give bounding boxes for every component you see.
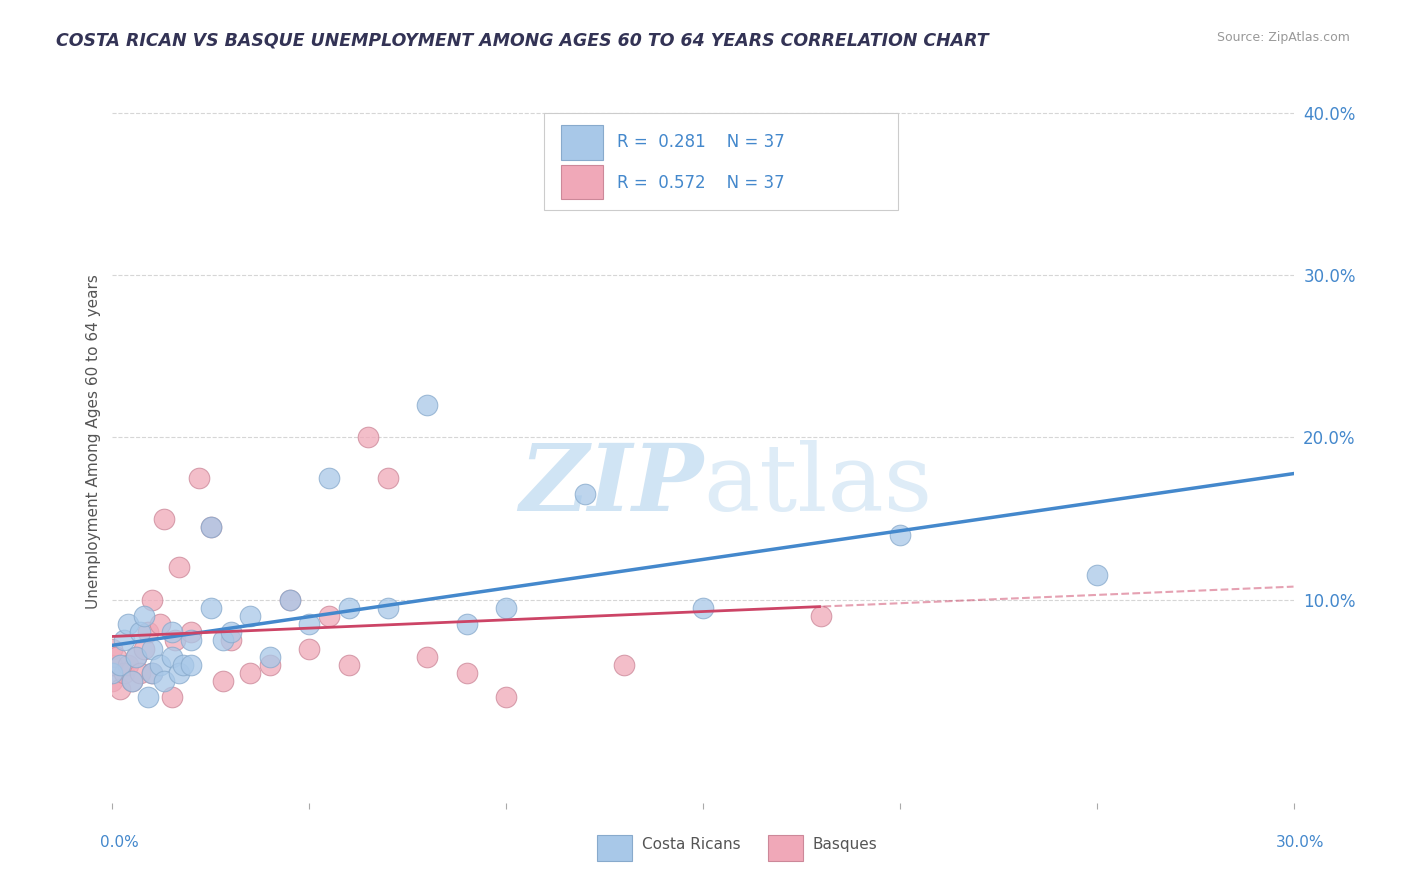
Point — [416, 398, 439, 412]
Point — [298, 617, 321, 632]
Point — [149, 657, 172, 672]
Point — [152, 511, 174, 525]
Point — [337, 657, 360, 672]
Point — [318, 609, 340, 624]
Point — [278, 592, 301, 607]
Text: Costa Ricans: Costa Ricans — [641, 838, 740, 852]
Point — [180, 625, 202, 640]
Point — [160, 690, 183, 705]
FancyBboxPatch shape — [768, 835, 803, 861]
Point — [219, 625, 242, 640]
FancyBboxPatch shape — [544, 112, 898, 211]
Point — [117, 657, 139, 672]
Text: Source: ZipAtlas.com: Source: ZipAtlas.com — [1216, 31, 1350, 45]
Point — [125, 649, 148, 664]
Point — [810, 609, 832, 624]
Point — [136, 625, 159, 640]
Point — [125, 649, 148, 664]
Point — [239, 609, 262, 624]
Point — [132, 641, 155, 656]
Point — [456, 617, 478, 632]
Point — [141, 665, 163, 680]
Point — [110, 682, 132, 697]
Point — [165, 633, 187, 648]
Point — [180, 633, 202, 648]
Point — [141, 641, 163, 656]
Point — [101, 665, 124, 680]
Point — [495, 690, 517, 705]
Point — [357, 430, 380, 444]
Text: R =  0.572    N = 37: R = 0.572 N = 37 — [617, 174, 785, 192]
Point — [101, 673, 124, 688]
Point — [129, 625, 152, 640]
Point — [101, 657, 124, 672]
Point — [495, 601, 517, 615]
Point — [377, 601, 399, 615]
FancyBboxPatch shape — [596, 835, 633, 861]
Point — [318, 471, 340, 485]
Point — [112, 633, 135, 648]
Point — [180, 657, 202, 672]
Point — [1085, 568, 1108, 582]
Point — [141, 592, 163, 607]
Point — [456, 665, 478, 680]
Point — [117, 617, 139, 632]
Point — [337, 601, 360, 615]
FancyBboxPatch shape — [561, 125, 603, 160]
Point — [129, 665, 152, 680]
Point — [219, 633, 242, 648]
Point — [112, 665, 135, 680]
Text: atlas: atlas — [703, 440, 932, 530]
Point — [278, 592, 301, 607]
Text: 30.0%: 30.0% — [1277, 836, 1324, 850]
Point — [692, 601, 714, 615]
Point — [141, 665, 163, 680]
Point — [298, 641, 321, 656]
Point — [105, 649, 128, 664]
Point — [259, 649, 281, 664]
Text: Basques: Basques — [813, 838, 877, 852]
Point — [259, 657, 281, 672]
Point — [152, 673, 174, 688]
Point — [239, 665, 262, 680]
Point — [211, 673, 233, 688]
Point — [101, 641, 124, 656]
Point — [377, 471, 399, 485]
Point — [110, 657, 132, 672]
Point — [149, 617, 172, 632]
Point — [211, 633, 233, 648]
Point — [889, 528, 911, 542]
Point — [121, 673, 143, 688]
Point — [200, 520, 222, 534]
Point — [613, 657, 636, 672]
Point — [160, 649, 183, 664]
Text: 0.0%: 0.0% — [100, 836, 139, 850]
Point — [416, 649, 439, 664]
Point — [172, 657, 194, 672]
Point — [136, 690, 159, 705]
Point — [132, 609, 155, 624]
Text: R =  0.281    N = 37: R = 0.281 N = 37 — [617, 133, 785, 151]
Point — [169, 560, 191, 574]
Point — [200, 601, 222, 615]
Text: COSTA RICAN VS BASQUE UNEMPLOYMENT AMONG AGES 60 TO 64 YEARS CORRELATION CHART: COSTA RICAN VS BASQUE UNEMPLOYMENT AMONG… — [56, 31, 988, 49]
Point — [160, 625, 183, 640]
Point — [188, 471, 211, 485]
Point — [121, 673, 143, 688]
Point — [200, 520, 222, 534]
Y-axis label: Unemployment Among Ages 60 to 64 years: Unemployment Among Ages 60 to 64 years — [86, 274, 101, 609]
Point — [574, 487, 596, 501]
FancyBboxPatch shape — [561, 165, 603, 200]
Text: ZIP: ZIP — [519, 440, 703, 530]
Point — [169, 665, 191, 680]
